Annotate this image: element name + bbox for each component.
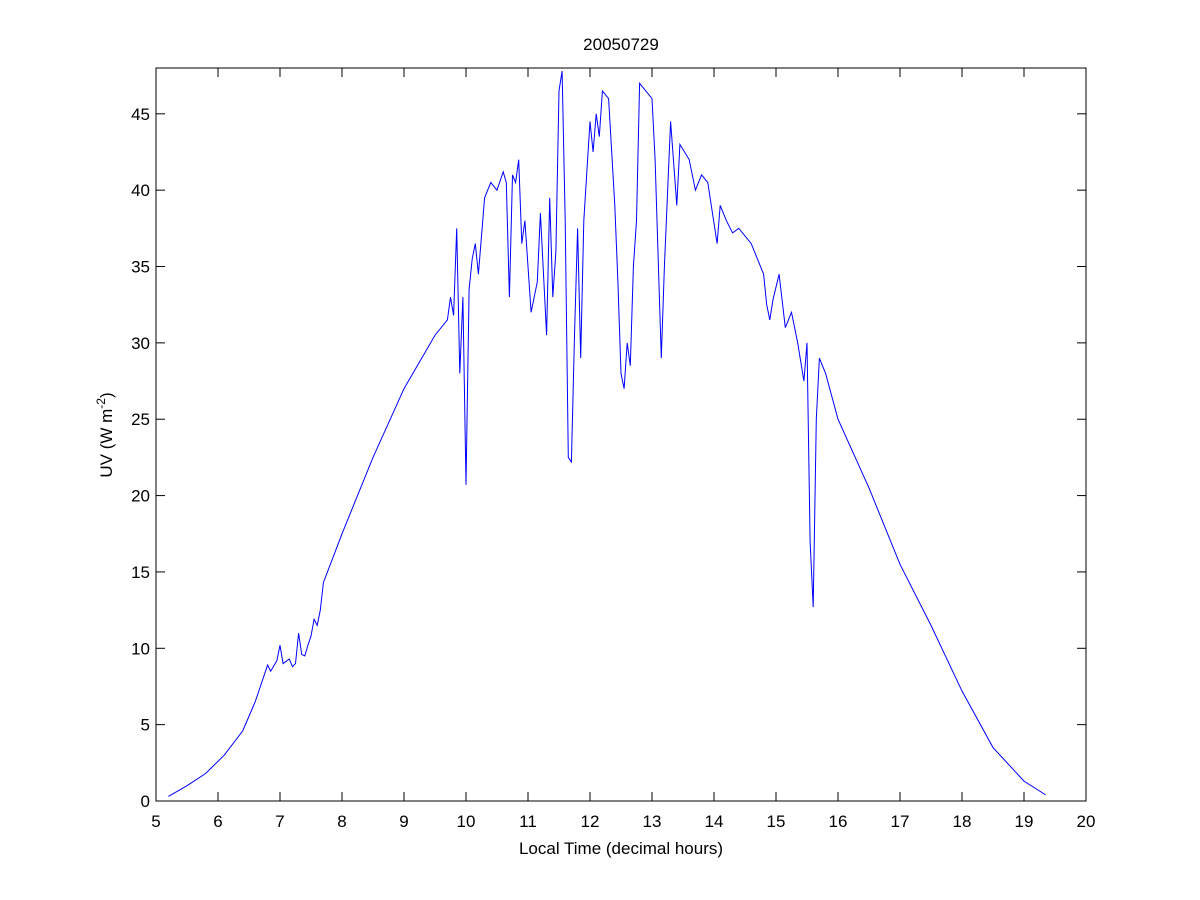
x-tick-label: 8 [337, 812, 346, 831]
y-axis-label-main: UV (W m [97, 409, 116, 478]
y-axis-label-exponent: -2 [94, 398, 108, 409]
x-tick-label: 17 [891, 812, 910, 831]
x-tick-label: 15 [767, 812, 786, 831]
data-line [168, 70, 1046, 797]
y-axis-label: UV (W m-2) [94, 392, 116, 477]
x-tick-label: 9 [399, 812, 408, 831]
y-tick-label: 15 [131, 563, 150, 582]
y-tick-label: 45 [131, 105, 150, 124]
y-tick-label: 10 [131, 639, 150, 658]
y-tick-label: 5 [141, 716, 150, 735]
x-tick-label: 14 [705, 812, 724, 831]
y-tick-label: 35 [131, 258, 150, 277]
x-tick-label: 10 [457, 812, 476, 831]
x-tick-label: 16 [829, 812, 848, 831]
x-tick-label: 11 [519, 812, 537, 831]
axes-box [155, 67, 1087, 802]
y-axis-label-end: ) [97, 392, 116, 398]
x-tick-label: 12 [581, 812, 600, 831]
x-tick-label: 19 [1015, 812, 1034, 831]
x-axis-label: Local Time (decimal hours) [519, 839, 723, 858]
x-tick-label: 6 [213, 812, 222, 831]
chart-title: 20050729 [583, 35, 659, 54]
y-tick-label: 40 [131, 181, 150, 200]
y-tick-label: 20 [131, 487, 150, 506]
y-tick-label: 30 [131, 334, 150, 353]
x-tick-label: 7 [275, 812, 284, 831]
x-tick-label: 13 [643, 812, 662, 831]
y-tick-label: 25 [131, 410, 150, 429]
x-tick-label: 18 [953, 812, 972, 831]
y-tick-label: 0 [141, 792, 150, 811]
x-tick-label: 5 [151, 812, 160, 831]
x-tick-label: 20 [1077, 812, 1096, 831]
